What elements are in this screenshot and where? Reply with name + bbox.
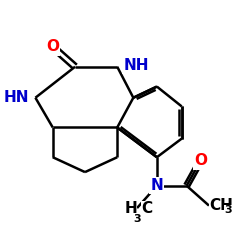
Text: C: C: [141, 200, 152, 216]
Text: NH: NH: [124, 58, 149, 73]
Text: 3: 3: [224, 205, 232, 215]
Text: 3: 3: [133, 214, 141, 224]
Text: O: O: [46, 40, 59, 54]
Text: H: H: [124, 200, 137, 216]
Text: N: N: [150, 178, 163, 193]
Text: O: O: [194, 154, 207, 168]
Text: HN: HN: [4, 90, 29, 105]
Text: CH: CH: [209, 198, 233, 213]
